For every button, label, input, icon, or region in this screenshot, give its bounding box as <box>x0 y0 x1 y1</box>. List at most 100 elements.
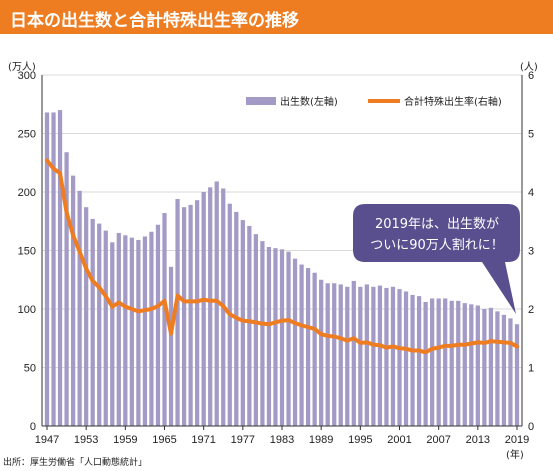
bar <box>305 268 311 426</box>
bar <box>90 218 95 426</box>
bar <box>377 285 383 426</box>
bar <box>436 298 441 426</box>
bar <box>214 181 219 426</box>
bar <box>188 204 193 426</box>
bar <box>384 287 389 426</box>
bar <box>142 236 148 426</box>
bar <box>292 258 298 426</box>
left-axis-unit: (万人) <box>8 61 36 73</box>
bar <box>351 280 356 426</box>
left-tick-label: 150 <box>18 246 36 258</box>
right-tick-label: 6 <box>528 70 534 82</box>
source-note: 出所：厚生労働省「人口動態統計」 <box>3 456 147 468</box>
right-tick-label: 0 <box>528 421 534 433</box>
left-tick-label: 50 <box>24 363 36 375</box>
bar <box>410 294 415 426</box>
bar <box>299 264 304 426</box>
bar <box>416 296 422 426</box>
right-axis-ticks: 0 1 2 3 4 5 6 <box>528 70 534 433</box>
callout-line-1: 2019年は、出生数が <box>375 217 499 232</box>
bar <box>97 223 102 426</box>
legend-bar-swatch <box>246 97 276 105</box>
bar <box>312 272 317 426</box>
line-series <box>45 158 519 355</box>
bar <box>240 220 245 426</box>
callout: 2019年は、出生数が ついに90万人割れに！ <box>353 204 520 314</box>
left-axis-ticks: 0 50 100 150 200 250 300 <box>18 70 36 433</box>
bar <box>155 224 161 426</box>
x-axis-ticks: 1947 1953 1959 1965 1971 1977 1983 1989 1995 2001… <box>35 426 529 446</box>
right-tick-label: 2 <box>528 304 534 316</box>
bar <box>495 311 500 426</box>
callout-bubble <box>353 204 520 314</box>
bar <box>462 303 467 426</box>
bar <box>260 241 265 426</box>
bar <box>345 286 350 426</box>
left-tick-label: 300 <box>18 70 36 82</box>
bar <box>266 246 272 426</box>
right-tick-label: 4 <box>528 187 534 199</box>
bar <box>390 286 396 426</box>
legend-line-label: 合計特殊出生率(右軸) <box>404 95 502 108</box>
x-tick-label: 1953 <box>74 434 98 446</box>
x-tick-label: 1989 <box>309 434 333 446</box>
x-tick-label: 2013 <box>466 434 490 446</box>
x-tick-label: 1959 <box>113 434 137 446</box>
bar <box>129 237 134 426</box>
bar <box>325 283 330 426</box>
bar <box>77 190 82 426</box>
bar <box>286 251 291 426</box>
bar <box>57 110 63 426</box>
bar <box>338 284 343 426</box>
bar <box>430 298 435 426</box>
bar <box>469 304 474 426</box>
bar <box>84 207 89 426</box>
bar <box>397 289 402 426</box>
bar <box>110 242 115 426</box>
bar <box>162 213 167 426</box>
legend-bar-label: 出生数(左軸) <box>280 95 338 108</box>
bar <box>70 175 76 426</box>
bar <box>168 266 174 426</box>
x-axis-unit: (年) <box>506 448 524 461</box>
x-tick-label: 1983 <box>270 434 294 446</box>
bar <box>44 112 50 426</box>
right-tick-label: 1 <box>528 363 534 375</box>
bar <box>371 286 376 426</box>
bar <box>149 231 154 426</box>
x-tick-label: 2007 <box>426 434 450 446</box>
bar <box>501 314 507 426</box>
bar <box>475 305 480 426</box>
bar <box>116 232 121 426</box>
bar <box>64 152 69 426</box>
title-bar: 日本の出生数と合計特殊出生率の推移 <box>0 0 553 34</box>
bar <box>247 225 252 426</box>
bar <box>273 248 278 426</box>
right-axis-unit: (人) <box>520 61 538 73</box>
right-tick-label: 3 <box>528 246 534 258</box>
chart-title: 日本の出生数と合計特殊出生率の推移 <box>10 11 299 31</box>
bar <box>253 234 259 426</box>
x-tick-label: 1965 <box>152 434 176 446</box>
x-tick-label: 1971 <box>191 434 215 446</box>
bar <box>195 200 200 426</box>
bar <box>456 300 461 426</box>
x-tick-label: 2001 <box>387 434 411 446</box>
bar <box>423 301 428 426</box>
bar <box>208 187 213 426</box>
bar <box>181 207 187 426</box>
left-tick-label: 200 <box>18 187 36 199</box>
x-tick-label: 2019 <box>505 434 529 446</box>
bar <box>103 230 108 426</box>
bar <box>488 307 494 426</box>
bar <box>201 192 206 426</box>
bar <box>332 283 337 426</box>
bar <box>482 309 487 426</box>
left-tick-label: 100 <box>18 304 36 316</box>
left-tick-label: 250 <box>18 129 36 141</box>
bar <box>449 300 454 426</box>
bar-series <box>44 110 520 426</box>
bar <box>319 279 324 426</box>
right-tick-label: 5 <box>528 129 534 141</box>
